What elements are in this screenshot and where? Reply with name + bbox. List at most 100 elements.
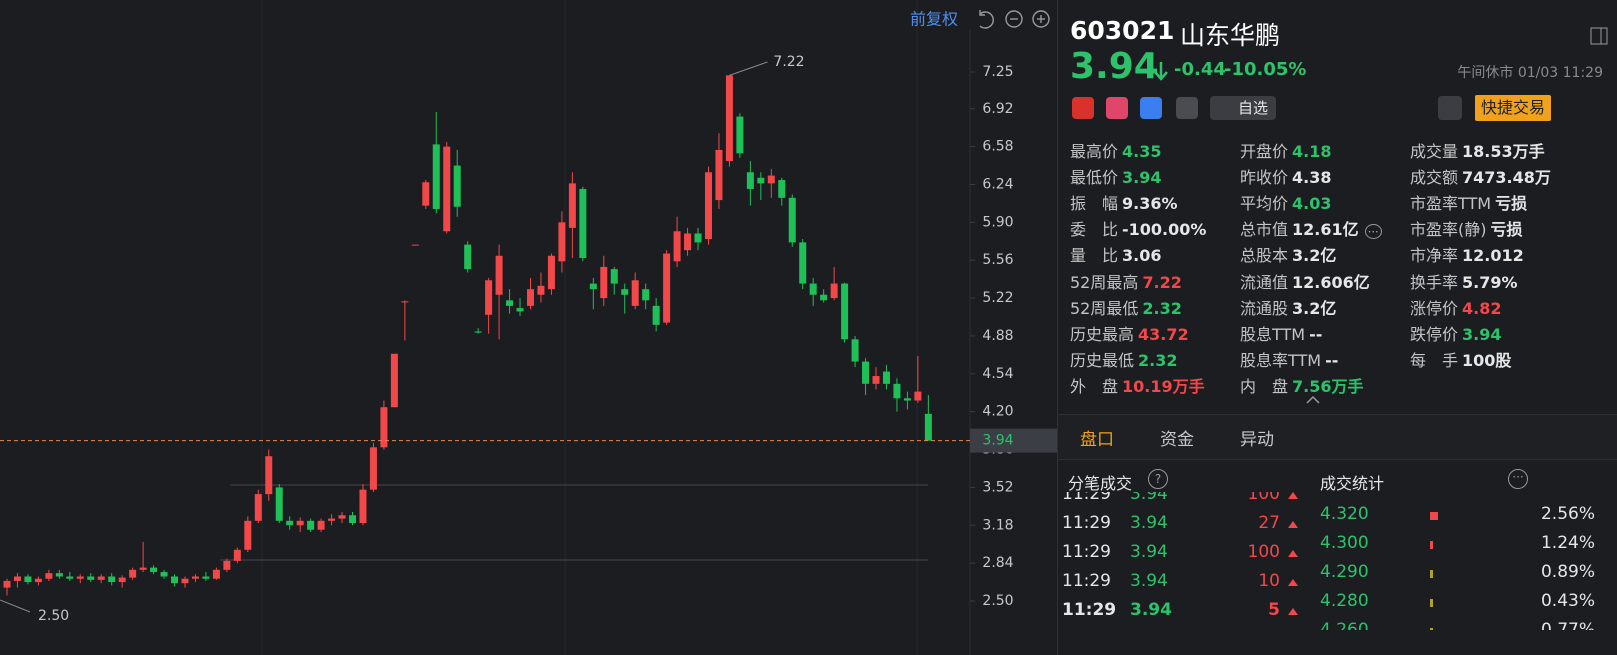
candle-body [715, 149, 723, 201]
stat-cell: 股息TTM -- [1240, 321, 1322, 345]
watch-button[interactable]: 自选 [1210, 96, 1277, 120]
candle-body [244, 520, 252, 550]
price-change: -0.44 [1174, 59, 1226, 80]
zoom-in-icon[interactable] [1032, 10, 1050, 28]
candle-body [495, 255, 503, 295]
stat-value: 4.82 [1462, 298, 1502, 318]
candle-body [76, 576, 84, 579]
stat-label: 股息TTM [1240, 324, 1306, 344]
stat-value: 7.56万手 [1292, 376, 1364, 396]
stat-price: 4.300 [1320, 533, 1369, 553]
candle-body [725, 75, 733, 162]
toolbar-icons[interactable] [979, 10, 1050, 29]
stock-name: 山东华鹏 [1180, 21, 1281, 50]
trade-direction [1288, 579, 1298, 586]
stat-cell: 涨停价 4.82 [1410, 295, 1502, 319]
quote-panel: 603021 山东华鹏 3.94 -0.44 -10.05% 午间休市 01/0… [1058, 0, 1617, 655]
lightning-icon [1106, 97, 1128, 119]
stat-label: 内 盘 [1240, 376, 1289, 396]
stat-cell: 振 幅 9.36% [1070, 190, 1178, 214]
collapse-arrow[interactable] [1305, 395, 1321, 405]
candle-body [788, 197, 796, 243]
stat-value: 亏损 [1495, 194, 1528, 214]
stat-pct: 1.24% [1540, 533, 1595, 553]
volume-stats-title: 成交统计 [1320, 474, 1385, 493]
candle-body [809, 283, 817, 295]
trade-time: 11:29 [1062, 542, 1111, 562]
candle-body [704, 172, 712, 240]
stat-value: 12.012 [1462, 246, 1524, 266]
candle-body [401, 301, 409, 303]
stat-cell: 市净率 12.012 [1410, 242, 1524, 266]
y-tick-label: 4.54 [982, 366, 1013, 382]
volume-stats-list: 4.320 2.56% 4.300 1.24% 4.290 0.89% 4.280 0.43%… [1308, 500, 1617, 630]
candle-body [118, 577, 126, 583]
reset-icon[interactable] [979, 10, 994, 29]
annotation: 7.22 [773, 54, 804, 70]
candle-body [746, 172, 754, 189]
candle-body [453, 165, 461, 207]
tab[interactable]: 盘口 [1080, 430, 1114, 450]
candle-body [684, 233, 692, 251]
layout-icon[interactable] [1590, 27, 1608, 45]
stat-cell: 委 比 -100.00% [1070, 216, 1206, 240]
candle-body [882, 371, 890, 384]
candle-body [390, 353, 398, 408]
candle-body [820, 294, 828, 301]
more-icon[interactable]: ⋯ [1364, 224, 1382, 240]
stat-value: 9.36% [1122, 194, 1178, 214]
kline-chart: 前复权 2.502.843.183.523.864.204.544.885.22… [0, 0, 1058, 655]
candle-body [610, 269, 618, 284]
trade-direction [1288, 492, 1298, 499]
candle-body [600, 266, 608, 299]
more-icon[interactable]: ··· [1508, 469, 1528, 489]
stat-value: 12.61亿 [1292, 220, 1359, 240]
candle-body [34, 578, 42, 583]
stat-cell: 平均价 4.03 [1240, 190, 1332, 214]
stat-value: 3.2亿 [1292, 246, 1337, 266]
stat-cell: 总股本 3.2亿 [1240, 242, 1336, 266]
candle-body [914, 391, 922, 401]
candle-body [202, 576, 210, 579]
candle-body [516, 308, 524, 312]
stat-value: 4.35 [1122, 142, 1162, 161]
trade-volume: 5 [1268, 600, 1280, 620]
stat-cell: 历史最高 43.72 [1070, 321, 1189, 345]
tab[interactable]: 异动 [1240, 430, 1274, 450]
trade-time: 11:29 [1062, 571, 1111, 591]
tab[interactable]: 资金 [1160, 430, 1194, 450]
y-tick-label: 6.24 [982, 176, 1013, 192]
quick-trade-button[interactable]: 快捷交易 [1475, 95, 1552, 121]
candle-body [24, 576, 32, 583]
stat-cell: 最低价 3.94 [1070, 164, 1162, 188]
candle-body [893, 383, 901, 399]
trade-price: 3.94 [1130, 571, 1168, 591]
stat-bar [1430, 628, 1433, 630]
stat-label: 跌停价 [1410, 324, 1459, 344]
candle-body [631, 280, 639, 306]
candle-body [830, 283, 838, 299]
stat-cell: 量 比 3.06 [1070, 242, 1162, 266]
zoom-out-icon[interactable] [1005, 10, 1023, 28]
y-tick-label: 3.52 [982, 479, 1013, 495]
stat-value: 10.19万手 [1122, 376, 1205, 396]
candle-body [506, 300, 514, 306]
candle-body [13, 576, 21, 581]
candle-body [223, 560, 231, 570]
stat-value: 2.32 [1142, 298, 1182, 318]
adjust-toggle[interactable]: 前复权 [910, 10, 958, 29]
candle-body [380, 407, 388, 448]
alert-icon[interactable] [1438, 96, 1462, 120]
stat-value: 2.32 [1138, 350, 1178, 370]
candle-body [87, 576, 95, 580]
trade-time: 11:29 [1062, 492, 1111, 504]
stat-value: 18.53万手 [1462, 142, 1545, 161]
candle-body [139, 567, 147, 570]
stat-value: 5.79% [1462, 272, 1518, 292]
candle-body [45, 573, 53, 579]
stat-bar [1430, 512, 1438, 520]
stat-label: 流通股 [1240, 298, 1289, 318]
annotation-leader [0, 599, 31, 613]
candle-body [212, 569, 220, 579]
help-icon[interactable]: ? [1148, 469, 1168, 489]
